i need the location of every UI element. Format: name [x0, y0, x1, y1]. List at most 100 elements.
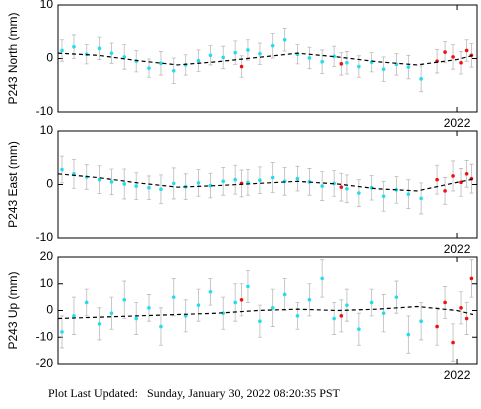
data-point [419, 319, 423, 324]
data-point [233, 177, 237, 182]
footer-date: Sunday, January 30, 2022 08:20:35 PST [147, 386, 341, 400]
data-point [381, 311, 386, 315]
data-point [221, 55, 226, 60]
data-point [147, 306, 151, 310]
data-point [339, 314, 344, 318]
panel: P243 North (mm) -10 0 10 2022 [6, 0, 478, 130]
data-point [109, 51, 114, 55]
data-point [307, 56, 312, 60]
y-tick-label: 10 [40, 123, 54, 137]
data-point [171, 181, 176, 186]
plot-frame [57, 4, 478, 113]
data-point [159, 61, 163, 66]
data-point [233, 300, 237, 305]
data-point [464, 316, 469, 321]
data-point [357, 191, 361, 195]
data-point [451, 55, 455, 59]
data-point [419, 196, 423, 201]
data-point [406, 65, 411, 69]
y-tick-label: 10 [40, 0, 54, 11]
data-point [196, 303, 201, 307]
data-point [339, 185, 344, 189]
trend-line [57, 173, 474, 192]
data-point [122, 298, 127, 302]
data-point [239, 298, 244, 302]
data-point [171, 295, 176, 299]
data-point [406, 332, 411, 337]
data-point [443, 189, 447, 193]
data-point [134, 316, 139, 321]
data-point [221, 179, 226, 184]
data-point [84, 300, 89, 305]
data-point [295, 314, 300, 318]
data-point [357, 327, 361, 332]
data-point [270, 175, 275, 180]
data-point [246, 48, 250, 52]
data-point [332, 181, 336, 186]
y-axis-label: P243 North (mm) [6, 12, 20, 104]
y-tick-label: 0 [46, 177, 53, 191]
data-point [357, 64, 361, 69]
data-point [339, 62, 344, 66]
data-point [183, 314, 188, 318]
data-point [270, 43, 275, 48]
data-point [345, 186, 349, 191]
data-point [258, 51, 262, 56]
data-point [282, 292, 287, 297]
data-point [208, 289, 213, 294]
data-point [196, 181, 201, 185]
data-point [394, 295, 399, 299]
y-tick-label: -10 [36, 104, 54, 118]
data-point [381, 67, 386, 71]
panel: P243 East (mm) -10 0 10 2022 [6, 123, 478, 256]
data-point [345, 60, 349, 65]
data-point [246, 180, 250, 185]
footer-label: Plot Last Updated: [48, 386, 138, 400]
data-point [451, 174, 455, 178]
data-point [109, 311, 114, 315]
y-tick-label: 20 [40, 249, 54, 263]
data-point [258, 178, 262, 183]
data-point [134, 184, 139, 188]
y-tick-label: 10 [40, 276, 54, 290]
data-point [295, 176, 300, 181]
data-point [270, 306, 275, 310]
data-point [258, 319, 262, 324]
data-point [459, 306, 463, 310]
data-point [282, 37, 287, 42]
data-point [97, 46, 102, 51]
data-point [109, 180, 114, 184]
data-point [332, 54, 336, 59]
data-point [97, 322, 102, 326]
data-point [406, 192, 411, 196]
data-point [443, 300, 447, 305]
data-point [159, 187, 163, 192]
data-point [464, 172, 469, 176]
data-point [147, 66, 151, 70]
data-point [239, 64, 244, 69]
data-point [345, 303, 349, 307]
trend-line [57, 305, 474, 320]
data-point [72, 314, 76, 318]
plot-frame [57, 256, 478, 365]
data-point [159, 324, 163, 329]
data-point [320, 184, 324, 188]
data-point [369, 300, 374, 305]
data-point [381, 194, 386, 199]
plot-frame [57, 130, 478, 239]
y-tick-label: -20 [36, 356, 54, 370]
data-point [443, 50, 447, 54]
y-tick-label: 0 [46, 51, 53, 65]
data-point [435, 324, 439, 329]
y-tick-label: -10 [36, 230, 54, 244]
x-tick-label: 2022 [444, 116, 471, 130]
data-point [122, 182, 127, 186]
panel: P243 Up (mm) -20 -10 0 10 20 2022 [6, 249, 478, 382]
data-point [72, 44, 76, 49]
data-point [208, 183, 213, 188]
x-tick-label: 2022 [444, 242, 471, 256]
data-point [171, 69, 176, 73]
data-point [122, 55, 127, 59]
data-point [196, 58, 201, 63]
